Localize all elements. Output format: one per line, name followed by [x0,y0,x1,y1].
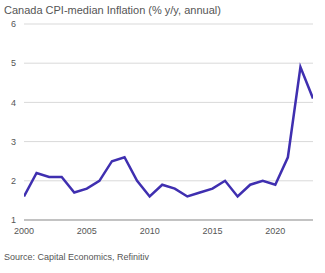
svg-text:2015: 2015 [202,226,222,236]
html-text:Canada CPI-median Inflation (%: Canada CPI-median Inflation (% y/y, annu… [4,4,221,16]
svg-text:5: 5 [11,58,16,68]
svg-text:3: 3 [11,137,16,147]
svg-text:2010: 2010 [140,226,160,236]
svg-text:2: 2 [11,176,16,186]
svg-text:2005: 2005 [77,226,97,236]
html-text:Source: Capital Economics, Ref: Source: Capital Economics, Refinitiv [4,252,150,262]
svg-text:1: 1 [11,215,16,225]
svg-text:4: 4 [11,98,16,108]
svg-text:6: 6 [11,19,16,29]
svg-text:2000: 2000 [14,226,34,236]
svg-text:2020: 2020 [265,226,285,236]
